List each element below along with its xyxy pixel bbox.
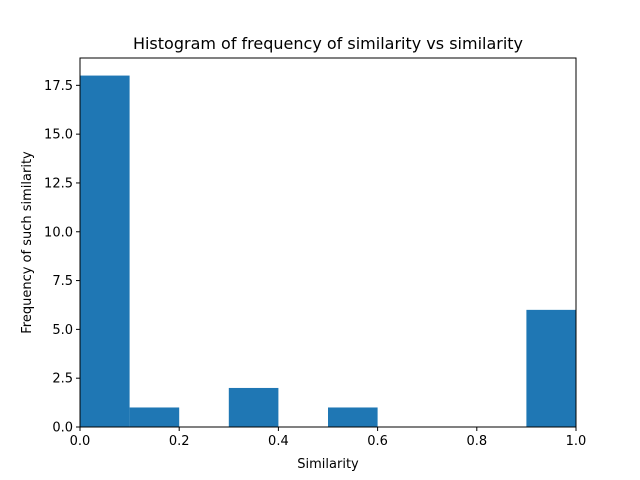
y-tick-label: 7.5 — [52, 274, 73, 289]
x-tick-label: 0.4 — [268, 434, 289, 449]
histogram-bar-9 — [526, 309, 576, 427]
histogram-bar-3 — [228, 387, 279, 427]
y-tick-label: 2.5 — [52, 372, 73, 387]
chart-title: Histogram of frequency of similarity vs … — [133, 34, 523, 53]
x-axis-label: Similarity — [297, 457, 359, 472]
bars-group — [80, 75, 576, 428]
y-tick-label: 10.0 — [44, 225, 73, 240]
y-axis-label: Frequency of such similarity — [20, 151, 35, 334]
y-tick-label: 17.5 — [44, 79, 73, 94]
x-tick-label: 0.6 — [367, 434, 388, 449]
y-tick-label: 0.0 — [52, 421, 73, 436]
x-tick-label: 0.8 — [466, 434, 487, 449]
histogram-bar-5 — [328, 407, 378, 427]
histogram-bar-1 — [129, 407, 180, 427]
y-tick-label: 15.0 — [44, 128, 73, 143]
x-tick-label: 0.2 — [169, 434, 190, 449]
x-tick-label: 1.0 — [566, 434, 587, 449]
x-axis-ticks: 0.0 0.2 0.4 0.6 0.8 1.0 — [70, 427, 587, 449]
plot-frame — [79, 57, 577, 428]
x-tick-label: 0.0 — [70, 434, 91, 449]
histogram-bar-0 — [80, 75, 130, 428]
y-axis-ticks: 0.0 2.5 5.0 7.5 10.0 12.5 15.0 17.5 — [44, 79, 80, 436]
y-tick-label: 5.0 — [52, 323, 73, 338]
y-tick-label: 12.5 — [44, 176, 73, 191]
